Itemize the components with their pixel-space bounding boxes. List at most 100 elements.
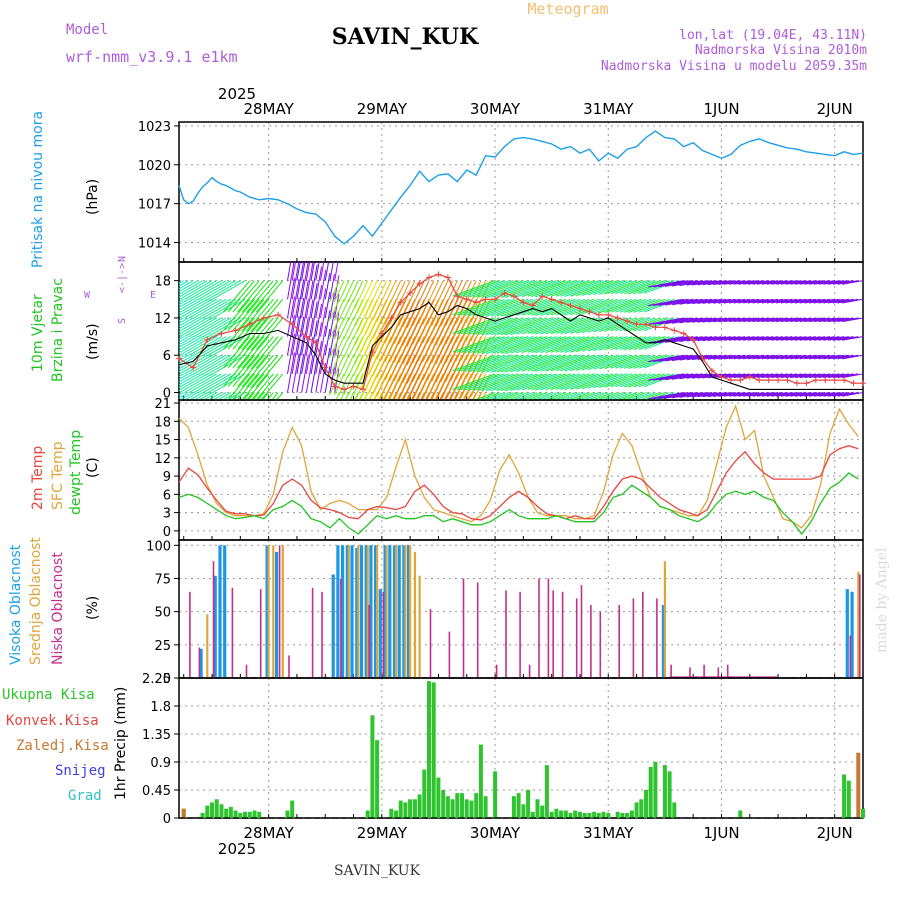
wind-barb (232, 298, 260, 331)
coords-label: lon,lat (19.04E, 43.11N) (679, 28, 867, 43)
wind-barb (818, 298, 840, 304)
wind-barb (692, 373, 717, 379)
wind-barb (232, 336, 260, 369)
wind-barb (780, 354, 802, 360)
wind-barb (305, 318, 314, 356)
wind-barb (347, 280, 359, 303)
wind-barb (333, 280, 345, 303)
wind-barb (624, 392, 647, 400)
wind-barb (780, 392, 802, 397)
wind-barb (291, 278, 300, 319)
wind-barb (647, 392, 670, 400)
wind-barb (469, 280, 515, 298)
wind-barb (496, 317, 543, 336)
wind-barb (393, 336, 416, 382)
wind-barb (456, 298, 500, 316)
wind-barb (352, 299, 364, 321)
wind-barb (823, 317, 845, 323)
wind-barb (197, 373, 232, 394)
wind-gust-marker (643, 321, 650, 328)
wind-barb (733, 373, 755, 379)
wind-gust-marker (529, 302, 536, 309)
wind-barb (324, 262, 330, 281)
wind-barb (373, 392, 378, 400)
wind-barb (647, 280, 684, 288)
wind-barb (785, 280, 807, 285)
wind-barb (356, 336, 373, 370)
wind-barb (179, 392, 189, 399)
wind-barb (329, 348, 335, 374)
wind-barb (333, 299, 345, 321)
wind-barb (305, 262, 314, 300)
wind-barb (804, 392, 826, 397)
wind-barb (301, 298, 309, 337)
wind-barb (430, 373, 444, 400)
wind-barb (384, 299, 406, 344)
precip-total-bar (408, 799, 413, 818)
y-tick-label: 1020 (138, 159, 171, 174)
cloud-low-bar (340, 578, 342, 678)
cloud-low-bar (590, 605, 592, 678)
wind-barb (500, 336, 548, 354)
wind-barb (837, 298, 859, 304)
wind-barb (550, 280, 595, 297)
wind-barb (652, 392, 675, 400)
wind-barb (540, 336, 585, 354)
wind-barb (198, 392, 213, 400)
wind-barb (193, 336, 227, 357)
wind-gust-marker (775, 377, 782, 384)
day-label-top: 30MAY (470, 100, 521, 118)
wind-barb (460, 354, 505, 372)
wind-barb (564, 280, 609, 297)
wind-barb (417, 299, 439, 343)
wind-barb (368, 392, 373, 400)
y-tick-label: 25 (154, 639, 171, 654)
wind-barb (202, 392, 217, 400)
cloud-high-bar (392, 545, 397, 678)
wind-barb (545, 373, 590, 391)
wind-gust-marker (232, 327, 239, 334)
y-tick-label: 0 (163, 387, 171, 402)
wind-barb (728, 336, 750, 341)
wind-barb (256, 392, 265, 400)
wind-barb (593, 298, 633, 314)
wind-gust-marker (444, 274, 451, 281)
wind-barb (743, 354, 765, 360)
wind-barb (610, 354, 647, 369)
wind-barb (469, 317, 515, 335)
wind-barb (540, 317, 585, 335)
wind-barb (713, 354, 736, 360)
wind-barb (393, 299, 416, 345)
wind-barb (347, 336, 359, 358)
wind-barb (556, 317, 600, 334)
wind-barb (723, 373, 746, 379)
wind-barb (504, 280, 552, 299)
wind-barb (287, 262, 295, 300)
wind-barb (315, 266, 323, 300)
wind-barb (785, 392, 807, 397)
wind-barb (246, 336, 274, 369)
wind-barb (197, 298, 232, 319)
precip-total-bar (653, 762, 658, 818)
wind-barb (347, 355, 359, 377)
wind-barb (387, 392, 392, 400)
wind-barb (301, 262, 309, 300)
wind-barb (504, 317, 552, 336)
wind-barb (757, 336, 779, 341)
y-tick-label: 2.25 (142, 672, 171, 687)
wind-barb (439, 373, 454, 400)
wind-barb (445, 299, 468, 345)
wind-barb (570, 354, 614, 372)
day-label-top: 1JUN (703, 100, 739, 118)
wind-barb (604, 354, 642, 369)
wind-barb (738, 354, 760, 360)
wind-barb (761, 392, 783, 397)
wind-barb (653, 392, 689, 400)
wind-barb (179, 336, 203, 351)
wind-barb (422, 336, 444, 381)
wind-barb (338, 355, 350, 377)
wind-gust-marker (614, 314, 621, 321)
cloud-panel: 0 25 50 75 100 (146, 539, 864, 687)
panel-frame (178, 677, 864, 819)
wind-barb (320, 307, 327, 337)
